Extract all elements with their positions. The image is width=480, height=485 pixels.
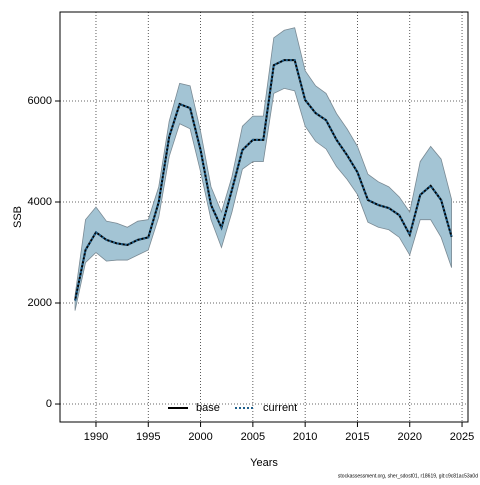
legend-label: base <box>196 402 220 414</box>
footnote: stockassessment.org, sher_sdost01, r1861… <box>338 473 478 479</box>
series-line <box>74 59 453 301</box>
x-tick-label: 1990 <box>84 431 108 443</box>
x-tick-label: 2010 <box>293 431 317 443</box>
x-tick-label: 2000 <box>188 431 212 443</box>
y-tick-label: 6000 <box>28 95 52 107</box>
x-axis-label: Years <box>250 457 278 469</box>
legend-label: current <box>263 402 297 414</box>
y-axis-label: SSB <box>12 206 24 228</box>
x-tick-label: 1995 <box>136 431 160 443</box>
y-tick-label: 4000 <box>28 196 52 208</box>
x-tick-label: 2015 <box>345 431 369 443</box>
y-tick-label: 2000 <box>28 297 52 309</box>
y-tick-label: 0 <box>46 398 52 410</box>
plot-frame <box>59 11 469 423</box>
series-line <box>74 59 453 301</box>
x-tick-label: 2020 <box>398 431 422 443</box>
x-tick-label: 2025 <box>450 431 474 443</box>
confidence-band <box>74 27 452 311</box>
x-tick-label: 2005 <box>241 431 265 443</box>
